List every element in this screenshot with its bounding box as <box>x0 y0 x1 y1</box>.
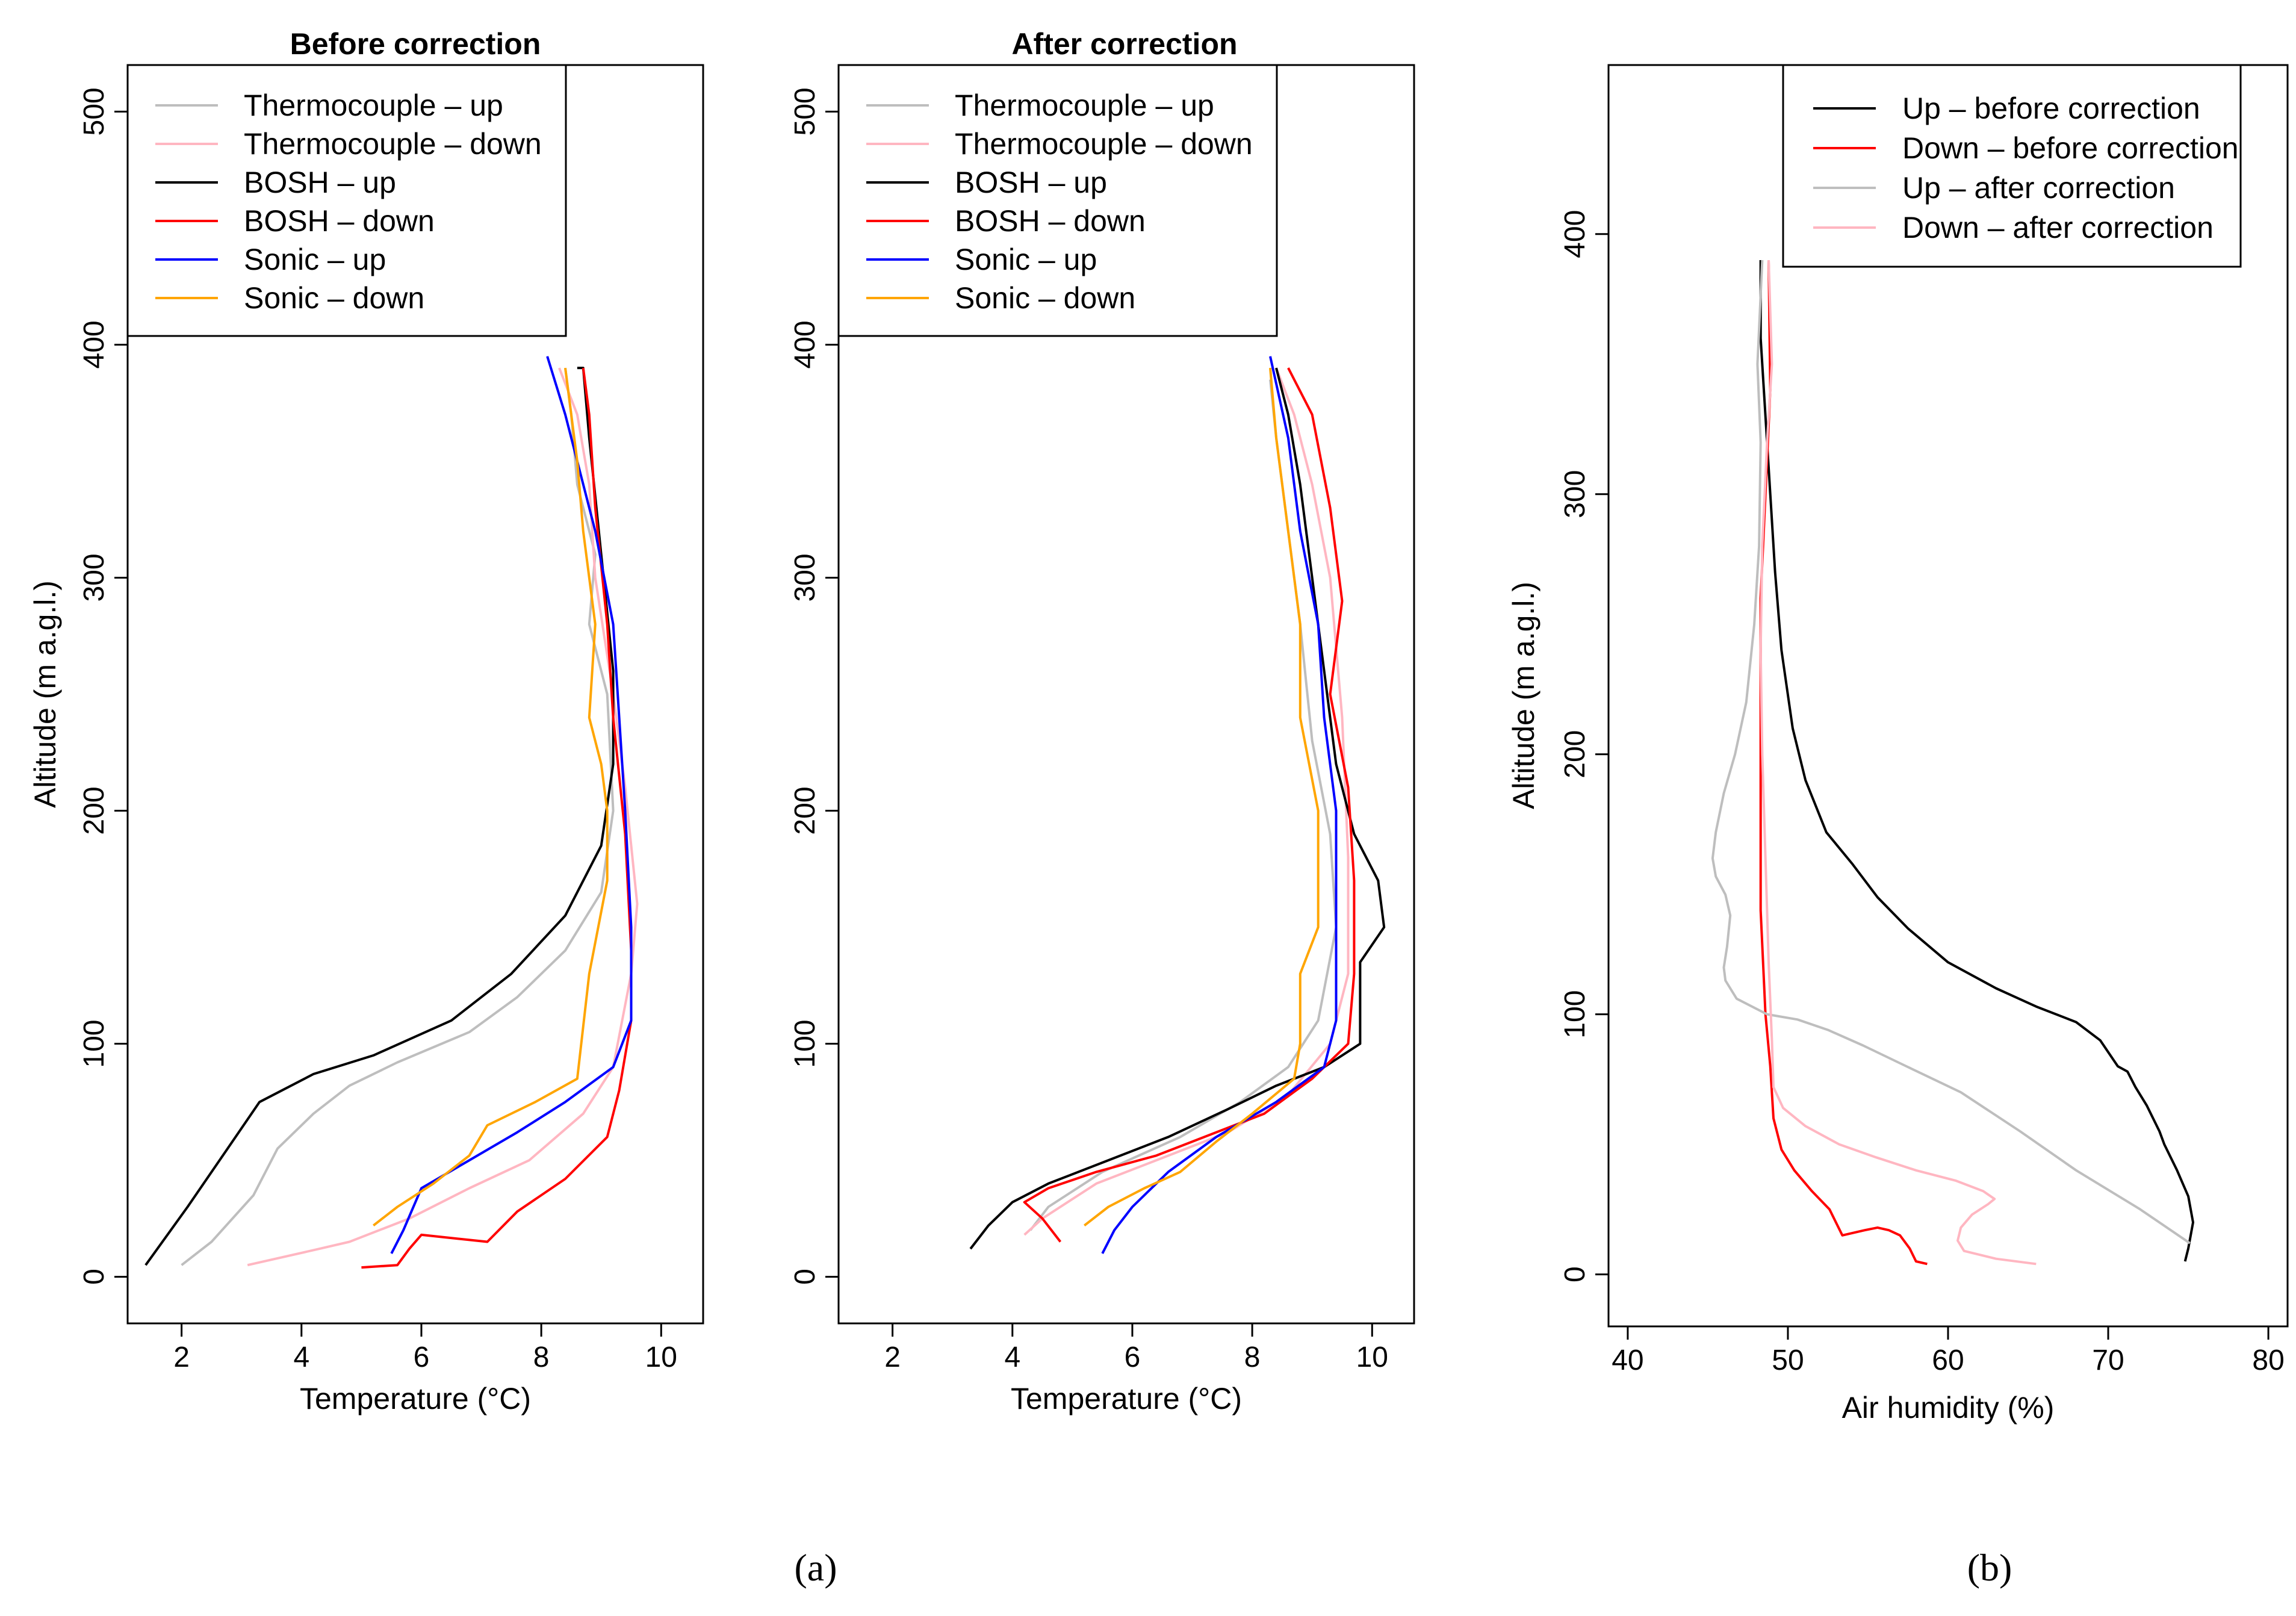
legend: Up – before correction Down – before corr… <box>1782 64 2242 268</box>
legend: Thermocouple – up Thermocouple – down BOSH… <box>837 64 1278 337</box>
series-line-2 <box>1759 259 1928 1266</box>
legend-entry: Sonic – up <box>244 243 386 276</box>
legend-entry: Sonic – up <box>955 243 1097 276</box>
series-line-4 <box>1759 259 2037 1266</box>
series-lines <box>144 356 639 1269</box>
series-line-2 <box>1023 367 1350 1236</box>
y-tick-label: 100 <box>78 1020 110 1068</box>
legend-entry: Sonic – down <box>244 281 424 315</box>
y-tick-label: 200 <box>78 786 110 834</box>
y-tick-label: 400 <box>789 320 821 368</box>
series-line-1 <box>1759 260 2194 1262</box>
y-tick-label: 300 <box>789 553 821 601</box>
x-tick-label: 50 <box>1772 1344 1804 1376</box>
legend-entry: Down – after correction <box>1902 211 2214 244</box>
y-tick-label: 100 <box>789 1020 821 1068</box>
legend-box <box>837 64 1278 337</box>
x-axis-label: Air humidity (%) <box>1842 1391 2055 1425</box>
x-tick-label: 4 <box>1004 1341 1020 1373</box>
series-line-4 <box>361 367 633 1269</box>
legend-entry: Thermocouple – up <box>955 89 1214 122</box>
subfigure-label-a: (a) <box>794 1546 837 1589</box>
legend-entry: Thermocouple – down <box>955 127 1253 161</box>
x-tick-label: 2 <box>173 1341 190 1373</box>
x-axis-label: Temperature (°C) <box>300 1382 531 1416</box>
series-line-3 <box>969 367 1386 1250</box>
y-tick-label: 200 <box>1559 730 1591 778</box>
subfigure-label-b: (b) <box>1967 1546 2012 1589</box>
y-tick-label: 100 <box>1559 990 1591 1039</box>
legend-entry: Sonic – down <box>955 281 1135 315</box>
axis-ticks: 40 50 60 70 80 0 100 200 300 400 <box>1559 210 2285 1376</box>
series-line-1 <box>181 367 615 1266</box>
panel-before-correction: Before correction 2 4 6 8 100100200300400500… <box>28 27 704 1416</box>
x-tick-label: 10 <box>1356 1341 1388 1373</box>
series-line-1 <box>1029 379 1338 1231</box>
legend-entry: BOSH – up <box>955 166 1107 199</box>
series-lines <box>969 356 1386 1254</box>
y-axis-label: Altitude (m a.g.l.) <box>28 580 62 808</box>
y-tick-label: 0 <box>789 1269 821 1285</box>
x-tick-label: 10 <box>645 1341 677 1373</box>
x-tick-label: 4 <box>293 1341 309 1373</box>
series-line-6 <box>1084 367 1320 1226</box>
series-line-3 <box>144 367 615 1266</box>
legend-box <box>1782 64 2242 268</box>
series-line-2 <box>247 367 639 1267</box>
series-lines <box>1711 259 2194 1266</box>
panel-title: Before correction <box>290 27 541 61</box>
panel-air-humidity: 40 50 60 70 80 0 100 200 300 400 Air humidity (%)… <box>1507 64 2289 1425</box>
x-tick-label: 2 <box>884 1341 901 1373</box>
series-line-4 <box>1023 367 1356 1243</box>
legend-entry: Up – before correction <box>1902 92 2200 125</box>
x-tick-label: 40 <box>1612 1344 1643 1376</box>
y-tick-label: 300 <box>78 553 110 601</box>
legend-entry: Thermocouple – down <box>244 127 542 161</box>
y-tick-label: 500 <box>789 87 821 135</box>
x-tick-label: 6 <box>414 1341 430 1373</box>
legend-entry: BOSH – down <box>244 204 435 238</box>
legend-entry: Down – before correction <box>1902 131 2239 165</box>
legend: Thermocouple – up Thermocouple – down BOSH… <box>126 64 567 337</box>
legend-entry: BOSH – down <box>955 204 1146 238</box>
y-tick-label: 400 <box>1559 210 1591 258</box>
legend-entry: Thermocouple – up <box>244 89 503 122</box>
x-tick-label: 60 <box>1932 1344 1964 1376</box>
series-line-5 <box>1101 356 1338 1254</box>
x-axis-label: Temperature (°C) <box>1011 1382 1242 1416</box>
legend-entry: Up – after correction <box>1902 171 2175 205</box>
series-line-3 <box>1711 259 2191 1245</box>
x-tick-label: 70 <box>2092 1344 2124 1376</box>
y-tick-label: 500 <box>78 87 110 135</box>
y-tick-label: 300 <box>1559 470 1591 518</box>
x-tick-label: 80 <box>2252 1344 2284 1376</box>
y-tick-label: 400 <box>78 320 110 368</box>
legend-entry: BOSH – up <box>244 166 396 199</box>
y-tick-label: 0 <box>78 1269 110 1285</box>
panel-after-correction: After correction 2 4 6 8 100100200300400500 … <box>789 27 1415 1416</box>
panel-title: After correction <box>1011 27 1237 61</box>
x-tick-label: 6 <box>1125 1341 1141 1373</box>
x-tick-label: 8 <box>1244 1341 1261 1373</box>
legend-box <box>126 64 567 337</box>
series-line-6 <box>373 367 609 1226</box>
y-tick-label: 0 <box>1559 1266 1591 1282</box>
x-tick-label: 8 <box>533 1341 550 1373</box>
y-tick-label: 200 <box>789 786 821 834</box>
y-axis-label: Altitude (m a.g.l.) <box>1507 582 1540 809</box>
